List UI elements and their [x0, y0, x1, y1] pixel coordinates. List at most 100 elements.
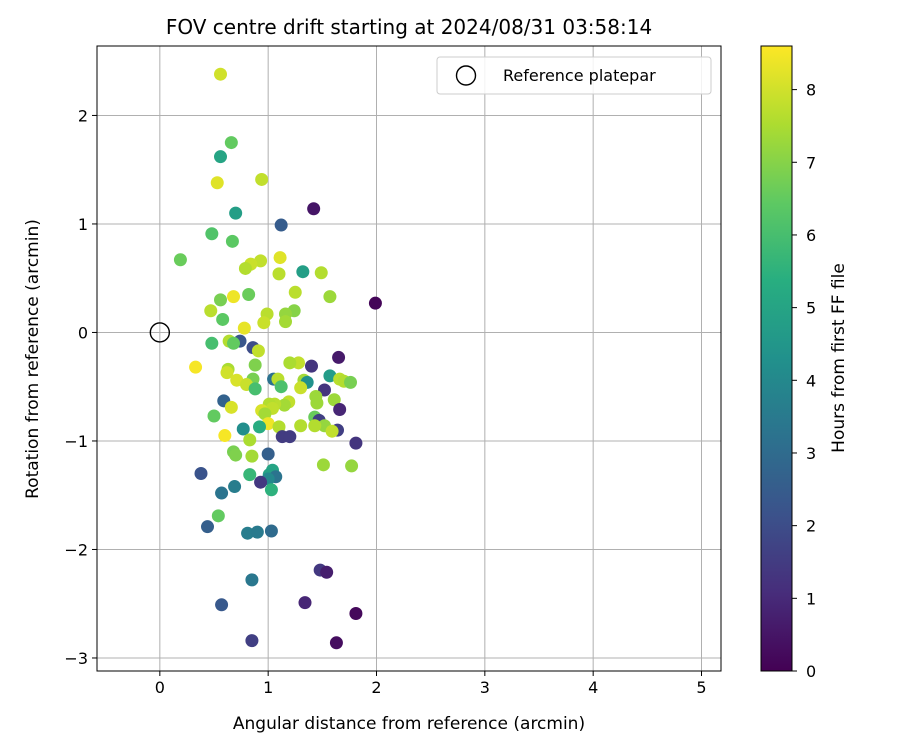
legend: Reference platepar	[436, 56, 712, 95]
x-tick-label: 1	[263, 678, 273, 697]
scatter-point	[344, 375, 357, 389]
colorbar-tick-label: 4	[806, 371, 816, 390]
scatter-point	[333, 402, 347, 416]
scatter-point	[279, 315, 292, 329]
scatter-point	[327, 393, 341, 407]
scatter-point	[229, 448, 243, 462]
y-tick-label: −1	[64, 432, 88, 451]
scatter-point	[228, 480, 242, 494]
scatter-point	[205, 227, 219, 241]
scatter-point	[261, 447, 275, 461]
scatter-point	[245, 449, 259, 463]
scatter-point	[250, 525, 264, 539]
scatter-point	[272, 267, 286, 281]
scatter-point	[349, 436, 363, 450]
scatter-point	[242, 287, 256, 301]
plot-frame	[96, 45, 722, 672]
scatter-point	[227, 336, 240, 350]
colorbar-tick-label: 7	[806, 153, 816, 172]
scatter-point	[254, 475, 268, 489]
colorbar-label: Hours from first FF file	[829, 263, 849, 453]
y-tick-label: 1	[78, 215, 88, 234]
colorbar-tick-label: 0	[806, 662, 816, 681]
x-axis-label: Angular distance from reference (arcmin)	[233, 714, 585, 734]
colorbar: 0 1 2 3 4 5 6 7 8 Hours from first FF file	[760, 45, 849, 681]
colorbar-tick-label: 2	[806, 517, 816, 536]
scatter-point	[227, 290, 240, 304]
legend-entry: Reference platepar	[503, 66, 656, 85]
legend-marker	[455, 65, 477, 86]
scatter-point	[251, 344, 265, 358]
scatter-point	[310, 396, 324, 410]
scatter-point	[325, 424, 339, 438]
x-tick-label: 0	[155, 678, 165, 697]
scatter-point	[211, 509, 225, 523]
scatter-point	[254, 254, 268, 268]
scatter-point	[349, 606, 363, 620]
scatter-point	[201, 520, 214, 534]
scatter-point	[224, 136, 238, 150]
scatter-points	[173, 67, 382, 650]
scatter-point	[214, 293, 227, 307]
scatter-point	[332, 350, 346, 364]
reference-marker	[149, 322, 171, 343]
reference-platepar-marker	[149, 322, 171, 343]
scatter-point	[307, 202, 321, 216]
scatter-point	[248, 382, 262, 396]
x-tick-label: 5	[696, 678, 706, 697]
scatter-point	[277, 398, 291, 412]
scatter-point	[207, 409, 221, 423]
scatter-point	[248, 358, 262, 372]
scatter-point	[210, 176, 224, 190]
chart-title: FOV centre drift starting at 2024/08/31 …	[166, 15, 652, 39]
x-axis-ticks: 0 1 2 3 4 5	[155, 671, 707, 697]
scatter-point	[214, 150, 227, 164]
scatter-point	[308, 419, 322, 433]
scatter-point	[218, 429, 232, 443]
scatter-point	[314, 266, 328, 280]
scatter-point	[214, 67, 227, 81]
colorbar-ticks: 0 1 2 3 4 5 6 7 8	[792, 81, 816, 681]
scatter-point	[264, 524, 278, 538]
scatter-point	[220, 366, 234, 380]
scatter-point	[237, 321, 251, 335]
scatter-point	[274, 380, 288, 394]
colorbar-tick-label: 5	[806, 299, 816, 318]
scatter-point	[243, 468, 257, 482]
scatter-point	[283, 430, 297, 444]
scatter-point	[257, 316, 271, 330]
scatter-point	[215, 486, 229, 500]
scatter-point	[272, 420, 286, 434]
scatter-point	[205, 336, 219, 350]
scatter-point	[241, 526, 255, 540]
scatter-point	[253, 420, 266, 434]
scatter-point	[204, 304, 218, 318]
x-tick-label: 2	[371, 678, 381, 697]
scatter-point	[173, 253, 187, 267]
scatter-point	[216, 312, 230, 326]
scatter-point	[274, 218, 288, 232]
scatter-point	[294, 381, 308, 395]
legend-box	[436, 56, 712, 95]
colorbar-tick-label: 8	[806, 81, 816, 100]
scatter-point	[243, 433, 257, 447]
scatter-point	[294, 419, 308, 433]
scatter-point	[368, 296, 382, 310]
y-tick-label: 2	[78, 106, 88, 125]
scatter-point	[323, 369, 337, 383]
scatter-point	[215, 598, 229, 612]
scatter-point	[245, 634, 259, 648]
y-axis-label: Rotation from reference (arcmin)	[23, 219, 43, 499]
colorbar-tick-label: 6	[806, 226, 816, 245]
colorbar-gradient	[760, 45, 793, 672]
scatter-point	[296, 265, 310, 279]
scatter-point	[329, 636, 343, 650]
scatter-point	[316, 458, 330, 472]
scatter-point	[255, 172, 269, 186]
x-tick-label: 3	[480, 678, 490, 697]
scatter-point	[305, 359, 318, 373]
scatter-point	[273, 251, 287, 265]
scatter-point	[238, 261, 252, 275]
scatter-point	[258, 407, 272, 421]
